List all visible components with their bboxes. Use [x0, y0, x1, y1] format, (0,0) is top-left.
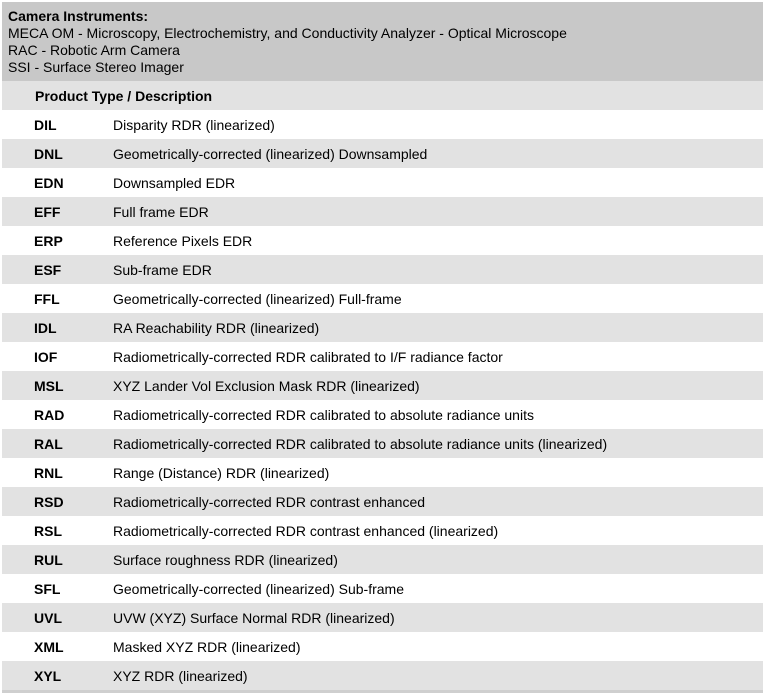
product-code: IOF: [34, 349, 58, 365]
instrument-line: MECA OM - Microscopy, Electrochemistry, …: [8, 25, 567, 41]
product-code: EFF: [34, 204, 61, 220]
product-code: IDL: [34, 320, 57, 336]
product-code: SFL: [34, 581, 61, 597]
product-description: UVW (XYZ) Surface Normal RDR (linearized…: [113, 610, 395, 626]
table-row: UVL UVW (XYZ) Surface Normal RDR (linear…: [2, 603, 763, 632]
product-description: Masked XYZ RDR (linearized): [113, 639, 301, 655]
instrument-line: SSI - Surface Stereo Imager: [8, 59, 184, 75]
table-row: XML Masked XYZ RDR (linearized): [2, 632, 763, 661]
instrument-line: RAC - Robotic Arm Camera: [8, 42, 180, 58]
product-description: Radiometrically-corrected RDR calibrated…: [113, 407, 534, 423]
instruments-title: Camera Instruments:: [8, 8, 149, 24]
product-description: Radiometrically-corrected RDR contrast e…: [113, 523, 499, 539]
table-row: EDN Downsampled EDR: [2, 168, 763, 197]
table-row: RSD Radiometrically-corrected RDR contra…: [2, 487, 763, 516]
product-description: XYZ RDR (linearized): [113, 668, 248, 684]
table-row: SFL Geometrically-corrected (linearized)…: [2, 574, 763, 603]
product-description: Range (Distance) RDR (linearized): [113, 465, 330, 481]
product-code: EDN: [34, 175, 64, 191]
table-row: ERP Reference Pixels EDR: [2, 226, 763, 255]
table-row: MSL XYZ Lander Vol Exclusion Mask RDR (l…: [2, 371, 763, 400]
product-description: Radiometrically-corrected RDR contrast e…: [113, 494, 426, 510]
table-row: IOF Radiometrically-corrected RDR calibr…: [2, 342, 763, 371]
table-row: RAD Radiometrically-corrected RDR calibr…: [2, 400, 763, 429]
product-description: XYZ Lander Vol Exclusion Mask RDR (linea…: [113, 378, 420, 394]
table-row: RAL Radiometrically-corrected RDR calibr…: [2, 429, 763, 458]
product-code: XYL: [34, 668, 62, 684]
product-description: Full frame EDR: [113, 204, 209, 220]
product-code: DIL: [34, 117, 57, 133]
table-row: XYL XYZ RDR (linearized): [2, 661, 763, 690]
product-code: ERP: [34, 233, 63, 249]
table-row: RSL Radiometrically-corrected RDR contra…: [2, 516, 763, 545]
product-code: RAL: [34, 436, 63, 452]
camera-instruments-box: Camera Instruments: MECA OM - Microscopy…: [2, 2, 763, 81]
table-row: RNL Range (Distance) RDR (linearized): [2, 458, 763, 487]
product-code: UVL: [34, 610, 62, 626]
product-code: RSD: [34, 494, 64, 510]
product-code: RUL: [34, 552, 63, 568]
table-header-row: Product Type / Description: [2, 81, 763, 110]
product-description: Geometrically-corrected (linearized) Dow…: [113, 146, 428, 162]
product-code: XML: [34, 639, 64, 655]
product-description: RA Reachability RDR (linearized): [113, 320, 320, 336]
product-description: Sub-frame EDR: [113, 262, 212, 278]
table-row: ESF Sub-frame EDR: [2, 255, 763, 284]
product-type-table: Product Type / Description DIL Disparity…: [2, 81, 763, 690]
product-description: Surface roughness RDR (linearized): [113, 552, 338, 568]
product-code: RNL: [34, 465, 63, 481]
product-description: Geometrically-corrected (linearized) Ful…: [113, 291, 402, 307]
product-description: Downsampled EDR: [113, 175, 236, 191]
product-description: Reference Pixels EDR: [113, 233, 253, 249]
table-row: DIL Disparity RDR (linearized): [2, 110, 763, 139]
product-code: MSL: [34, 378, 64, 394]
product-code: ESF: [34, 262, 62, 278]
product-code: RSL: [34, 523, 62, 539]
product-description: Geometrically-corrected (linearized) Sub…: [113, 581, 404, 597]
product-code: DNL: [34, 146, 63, 162]
table-row: DNL Geometrically-corrected (linearized)…: [2, 139, 763, 168]
product-code: RAD: [34, 407, 65, 423]
product-description: Radiometrically-corrected RDR calibrated…: [113, 349, 503, 365]
bottom-border: [2, 690, 763, 693]
product-description: Disparity RDR (linearized): [113, 117, 275, 133]
table-row: IDL RA Reachability RDR (linearized): [2, 313, 763, 342]
product-code: FFL: [34, 291, 60, 307]
product-description: Radiometrically-corrected RDR calibrated…: [113, 436, 608, 452]
table-row: FFL Geometrically-corrected (linearized)…: [2, 284, 763, 313]
column-header: Product Type / Description: [35, 88, 213, 104]
table-row: RUL Surface roughness RDR (linearized): [2, 545, 763, 574]
table-row: EFF Full frame EDR: [2, 197, 763, 226]
